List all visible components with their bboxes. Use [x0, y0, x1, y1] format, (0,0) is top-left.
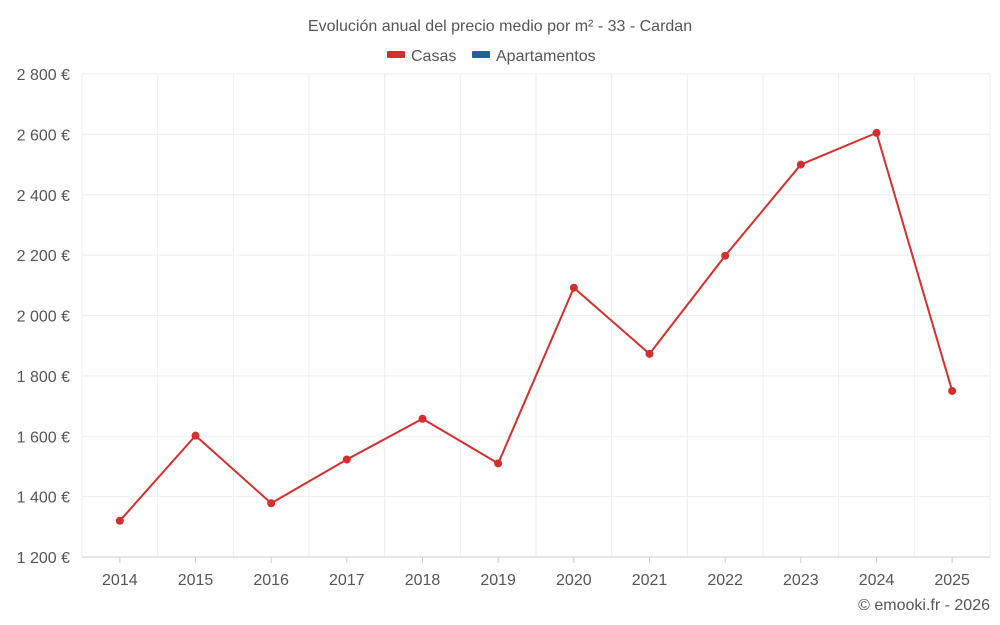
x-tick-label: 2017: [329, 572, 365, 589]
x-tick-label: 2025: [934, 572, 970, 589]
data-point[interactable]: [418, 414, 427, 423]
x-tick-label: 2022: [707, 572, 743, 589]
data-point[interactable]: [569, 283, 578, 292]
x-tick-label: 2021: [632, 572, 668, 589]
data-point[interactable]: [948, 386, 957, 395]
gridlines: [81, 73, 991, 557]
legend-swatch-casas: [387, 51, 405, 58]
y-tick-label: 1 800 €: [17, 369, 70, 386]
x-tick-label: 2019: [480, 572, 516, 589]
legend-item-casas[interactable]: Casas: [387, 48, 456, 65]
y-tick-label: 2 800 €: [17, 67, 70, 84]
y-tick-label: 2 000 €: [17, 309, 70, 326]
x-tick-label: 2023: [783, 572, 819, 589]
legend-label-casas: Casas: [411, 48, 456, 65]
x-tick-label: 2018: [405, 572, 441, 589]
y-tick-label: 1 400 €: [17, 490, 70, 507]
data-point[interactable]: [872, 128, 881, 137]
data-point[interactable]: [342, 455, 351, 464]
series-line: [119, 131, 954, 522]
y-tick-label: 2 400 €: [17, 188, 70, 205]
x-tick-label: 2020: [556, 572, 592, 589]
legend: Casas Apartamentos: [387, 48, 596, 65]
data-point[interactable]: [645, 349, 654, 358]
y-axis: 1 200 € 1 400 € 1 600 € 1 800 € 2 000 € 2 200…: [17, 67, 70, 567]
chart-title: Evolución anual del precio medio por m² …: [308, 18, 692, 35]
data-point[interactable]: [267, 499, 276, 508]
legend-label-apartamentos: Apartamentos: [496, 48, 596, 65]
x-tick-label: 2024: [859, 572, 895, 589]
x-tick-label: 2014: [102, 572, 138, 589]
legend-swatch-apartamentos: [472, 51, 490, 58]
x-tick-label: 2016: [253, 572, 289, 589]
y-tick-label: 1 600 €: [17, 429, 70, 446]
y-tick-label: 2 200 €: [17, 248, 70, 265]
data-point[interactable]: [721, 251, 730, 260]
x-axis: 2014 2015 2016 2017 2018 2019 2020 2021 2022 2023…: [82, 556, 990, 589]
legend-item-apartamentos[interactable]: Apartamentos: [472, 48, 596, 65]
data-point[interactable]: [796, 160, 805, 169]
y-tick-label: 2 600 €: [17, 127, 70, 144]
data-point[interactable]: [494, 459, 503, 468]
series-casas: [115, 128, 957, 525]
data-point[interactable]: [115, 516, 124, 525]
x-tick-label: 2015: [178, 572, 214, 589]
data-point[interactable]: [191, 431, 200, 440]
y-tick-label: 1 200 €: [17, 550, 70, 567]
credit-text: © emooki.fr - 2026: [858, 597, 990, 614]
